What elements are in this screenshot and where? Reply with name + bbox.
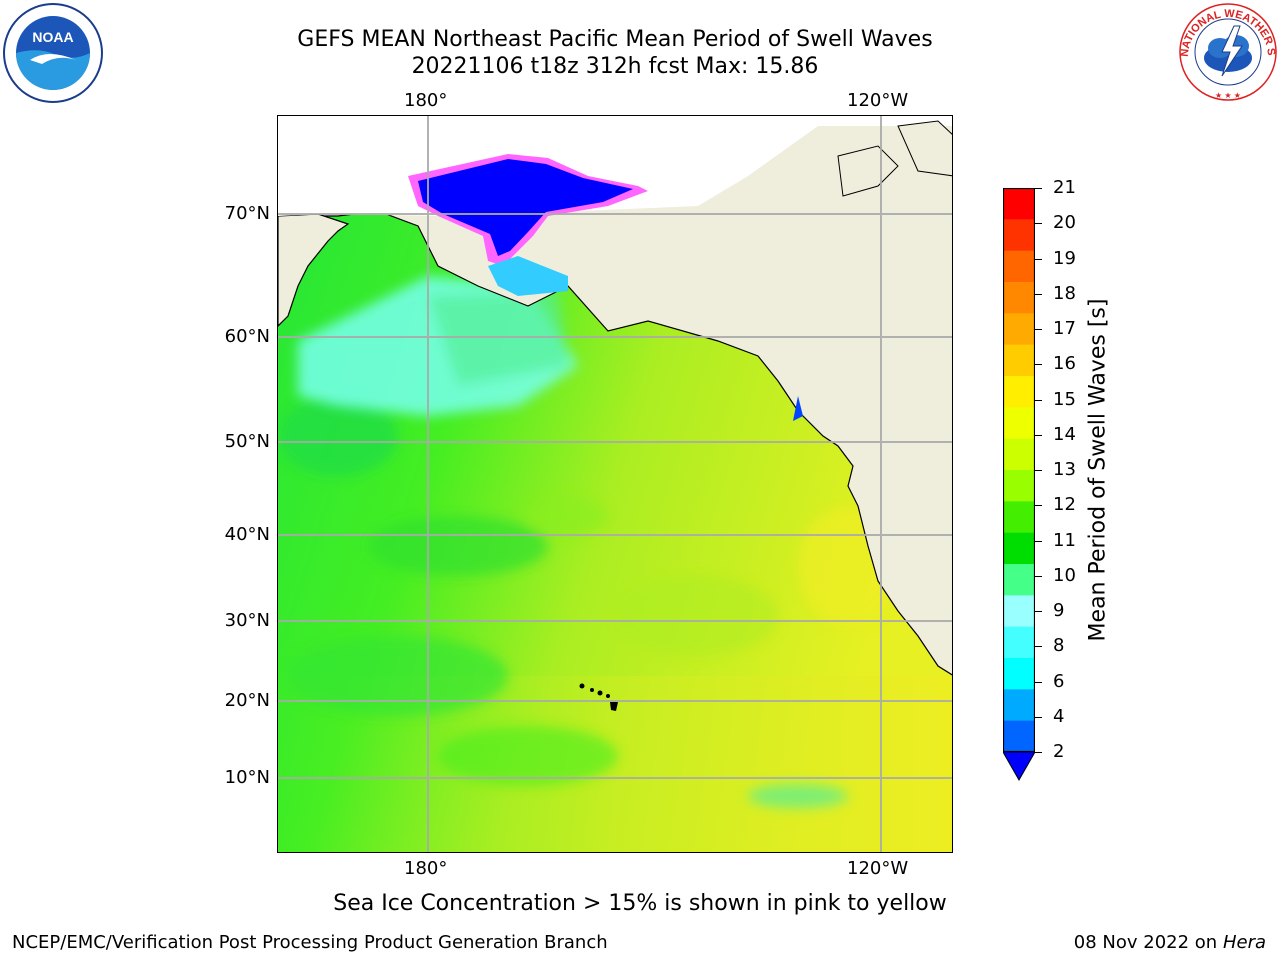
- colorbar-tick-label: 20: [1053, 212, 1076, 234]
- colorbar-tick: [1035, 329, 1042, 330]
- colorbar-tick-label: 18: [1053, 282, 1076, 304]
- colorbar-tick: [1035, 364, 1042, 366]
- colorbar-tick-label: 14: [1053, 423, 1076, 445]
- colorbar-segment: [1003, 376, 1035, 408]
- lat-label-20n: 20°N: [224, 690, 270, 711]
- colorbar-tick-label: 17: [1053, 318, 1076, 339]
- colorbar-tick-label: 8: [1053, 635, 1065, 657]
- colorbar-segment: [1003, 188, 1035, 220]
- colorbar-tick: [1035, 470, 1042, 471]
- title-line-1: GEFS MEAN Northeast Pacific Mean Period …: [297, 27, 933, 52]
- colorbar-tick: [1035, 575, 1042, 577]
- colorbar-segment: [1003, 470, 1035, 502]
- colorbar-tick: [1035, 611, 1042, 612]
- colorbar-tick-label: 12: [1053, 494, 1076, 516]
- lat-label-70n: 70°N: [224, 203, 270, 224]
- colorbar-tick-label: 15: [1053, 388, 1076, 410]
- lat-label-10n: 10°N: [224, 767, 270, 788]
- lon-label-top-120w: 120°W: [847, 90, 909, 111]
- colorbar-tick-label: 2: [1053, 741, 1065, 762]
- colorbar-segment: [1003, 689, 1035, 722]
- colorbar-tick: [1035, 540, 1042, 542]
- colorbar-tick-label: 19: [1053, 247, 1076, 269]
- sea-ice-note: Sea Ice Concentration > 15% is shown in …: [333, 891, 947, 916]
- colorbar-segment: [1003, 501, 1035, 534]
- colorbar-segment: [1003, 282, 1035, 314]
- colorbar-segment: [1003, 438, 1035, 471]
- ocean-texture: [278, 396, 898, 808]
- colorbar-tick-label: 13: [1053, 459, 1076, 480]
- colorbar-tick: [1035, 293, 1042, 295]
- colorbar-segment: [1003, 564, 1035, 596]
- colorbar-tick: [1035, 188, 1042, 189]
- colorbar-tick-label: 6: [1053, 670, 1065, 692]
- lat-label-50n: 50°N: [224, 431, 270, 452]
- colorbar-segment: [1003, 407, 1035, 440]
- colorbar-tick: [1035, 505, 1042, 507]
- footer-credit: NCEP/EMC/Verification Post Processing Pr…: [12, 932, 608, 953]
- colorbar-frame: [1003, 188, 1035, 753]
- map-canvas: [278, 116, 952, 852]
- colorbar-segment: [1003, 532, 1035, 565]
- colorbar-tick-label: 10: [1053, 564, 1076, 586]
- colorbar-tick: [1035, 716, 1042, 718]
- arctic-island: [837, 145, 899, 197]
- arctic-island: [897, 120, 952, 177]
- colorbar-tick: [1035, 752, 1042, 753]
- colorbar-tick-label: 21: [1053, 177, 1076, 198]
- sea-ice-region: [408, 154, 648, 296]
- noaa-logo: NOAA: [3, 3, 103, 103]
- colorbar-extend-arrow: [1003, 751, 1035, 782]
- colorbar-segment: [1003, 626, 1035, 659]
- colorbar-segment: [1003, 595, 1035, 628]
- north-america-land: [278, 116, 952, 676]
- colorbar-segment: [1003, 219, 1035, 252]
- colorbar-tick-label: 9: [1053, 600, 1065, 621]
- lon-label-bottom-180: 180°: [404, 858, 448, 879]
- colorbar-segment: [1003, 658, 1035, 690]
- bering-sea-low-period: [298, 276, 578, 416]
- colorbar-tick-label: 4: [1053, 705, 1065, 727]
- colorbar-tick: [1035, 258, 1042, 260]
- alaska-inlet: [793, 396, 803, 421]
- colorbar-title: Mean Period of Swell Waves [s]: [1085, 298, 1111, 642]
- colorbar-segment: [1003, 250, 1035, 283]
- colorbar-tick: [1035, 399, 1042, 401]
- graticule: [278, 116, 952, 852]
- lat-label-60n: 60°N: [224, 326, 270, 347]
- colorbar-segment: [1003, 344, 1035, 377]
- lat-label-30n: 30°N: [224, 610, 270, 631]
- footer-date: 08 Nov 2022 on Hera: [1074, 932, 1266, 953]
- map-panel: [277, 115, 953, 853]
- colorbar-segment: [1003, 313, 1035, 346]
- lon-label-top-180: 180°: [404, 90, 448, 111]
- asia-land: [278, 213, 350, 327]
- svg-text:★ ★ ★: ★ ★ ★: [1215, 91, 1241, 100]
- colorbar-tick: [1035, 223, 1042, 225]
- colorbar-tick-label: 16: [1053, 353, 1076, 375]
- lat-label-40n: 40°N: [224, 524, 270, 545]
- footer-date-text: 08 Nov 2022 on: [1073, 932, 1218, 953]
- colorbar-segment: [1003, 720, 1035, 753]
- colorbar: [1003, 188, 1035, 782]
- footer-host: Hera: [1222, 932, 1266, 953]
- nws-logo: ★ ★ ★ NATIONAL WEATHER SERVICE: [1178, 2, 1277, 101]
- colorbar-tick: [1035, 434, 1042, 436]
- colorbar-tick: [1035, 646, 1042, 648]
- hawaii-islands: [579, 683, 618, 711]
- title-line-2: 20221106 t18z 312h fcst Max: 15.86: [411, 54, 819, 79]
- colorbar-tick-label: 11: [1053, 529, 1076, 551]
- noaa-logo-text: NOAA: [32, 29, 73, 45]
- chart-title: GEFS MEAN Northeast Pacific Mean Period …: [0, 26, 1230, 80]
- colorbar-tick: [1035, 681, 1042, 683]
- lon-label-bottom-120w: 120°W: [847, 858, 909, 879]
